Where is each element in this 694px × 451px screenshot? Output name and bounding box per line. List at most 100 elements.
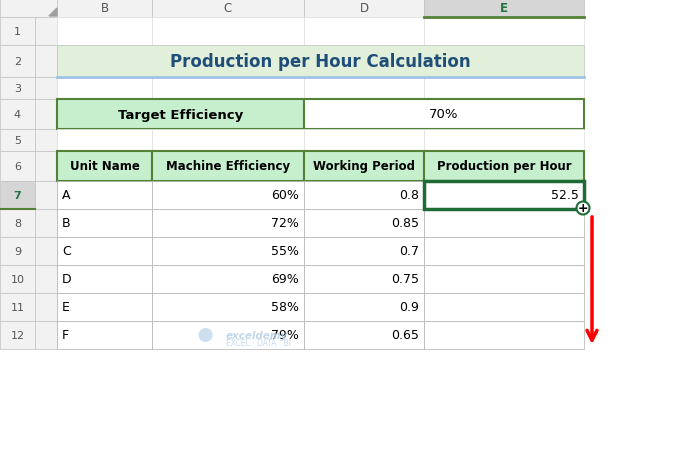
Text: C: C (62, 245, 71, 258)
Bar (57, 265, 152, 293)
Bar (0, 152, 35, 182)
Bar (304, 265, 424, 293)
Bar (152, 321, 304, 349)
Bar (424, 321, 584, 349)
Bar (57, 18, 152, 46)
Bar (57, 130, 152, 152)
Text: F: F (62, 329, 69, 342)
Bar (304, 238, 424, 265)
Bar (0, 100, 35, 130)
Text: 3: 3 (14, 84, 21, 94)
Text: B: B (62, 217, 71, 230)
Text: 6: 6 (14, 161, 21, 172)
Bar (424, 152, 584, 182)
Text: A: A (62, 189, 71, 202)
Bar (424, 182, 584, 210)
Bar (0, 78, 35, 100)
Text: E: E (500, 3, 508, 15)
Text: Production per Hour: Production per Hour (437, 160, 571, 173)
Bar (0, 130, 35, 152)
Text: 2: 2 (14, 57, 21, 67)
Bar (304, 210, 424, 238)
Text: 52.5: 52.5 (551, 189, 579, 202)
Bar (35, 238, 57, 265)
Bar (35, 78, 57, 100)
Text: E: E (62, 301, 70, 314)
Bar (152, 130, 304, 152)
Bar (424, 210, 584, 238)
Bar (0, 0, 57, 18)
Text: 10: 10 (10, 274, 24, 285)
Bar (0, 182, 35, 210)
Bar (57, 78, 152, 100)
Bar (0, 46, 35, 78)
Text: Working Period: Working Period (313, 160, 415, 173)
Bar (35, 46, 57, 78)
Bar (424, 182, 584, 210)
Bar (304, 100, 584, 130)
Text: 58%: 58% (271, 301, 299, 314)
Bar (424, 265, 584, 293)
Bar (424, 130, 584, 152)
Text: Unit Name: Unit Name (69, 160, 139, 173)
Text: +: + (577, 202, 589, 215)
Bar (35, 321, 57, 349)
Text: 70%: 70% (430, 108, 459, 121)
Bar (152, 152, 304, 182)
Bar (57, 182, 152, 210)
Text: 7: 7 (14, 191, 22, 201)
Bar (0, 238, 35, 265)
Text: C: C (224, 3, 232, 15)
Text: 0.85: 0.85 (391, 217, 419, 230)
Text: D: D (359, 3, 369, 15)
Text: 60%: 60% (271, 189, 299, 202)
Text: 69%: 69% (271, 273, 299, 286)
Bar (57, 238, 152, 265)
Bar (304, 293, 424, 321)
Text: 8: 8 (14, 219, 21, 229)
Bar (304, 130, 424, 152)
Text: 72%: 72% (271, 217, 299, 230)
Text: 0.8: 0.8 (399, 189, 419, 202)
Text: 9: 9 (14, 246, 21, 257)
Bar (35, 18, 57, 46)
Bar (35, 152, 57, 182)
Bar (57, 152, 152, 182)
Text: 0.9: 0.9 (399, 301, 419, 314)
Bar (304, 321, 424, 349)
Text: 1: 1 (14, 27, 21, 37)
Text: 11: 11 (10, 302, 24, 312)
Bar (35, 265, 57, 293)
Bar (152, 293, 304, 321)
Text: 12: 12 (10, 330, 24, 340)
Polygon shape (49, 9, 57, 17)
Bar (304, 78, 424, 100)
Bar (57, 293, 152, 321)
Circle shape (198, 328, 212, 342)
Bar (57, 100, 304, 130)
Text: B: B (101, 3, 108, 15)
Bar (152, 265, 304, 293)
Bar (304, 18, 424, 46)
Text: 4: 4 (14, 110, 21, 120)
Bar (152, 78, 304, 100)
Bar (0, 265, 35, 293)
Bar (424, 0, 584, 18)
Bar (35, 293, 57, 321)
Text: 0.7: 0.7 (399, 245, 419, 258)
Bar (152, 0, 304, 18)
Bar (57, 0, 152, 18)
Bar (35, 130, 57, 152)
Bar (152, 18, 304, 46)
Bar (57, 46, 584, 78)
Bar (424, 293, 584, 321)
Bar (152, 238, 304, 265)
Bar (304, 0, 424, 18)
Bar (35, 182, 57, 210)
Text: Machine Efficiency: Machine Efficiency (166, 160, 290, 173)
Bar (57, 321, 152, 349)
Bar (35, 100, 57, 130)
Text: D: D (62, 273, 71, 286)
Text: 0.65: 0.65 (391, 329, 419, 342)
Text: 79%: 79% (271, 329, 299, 342)
